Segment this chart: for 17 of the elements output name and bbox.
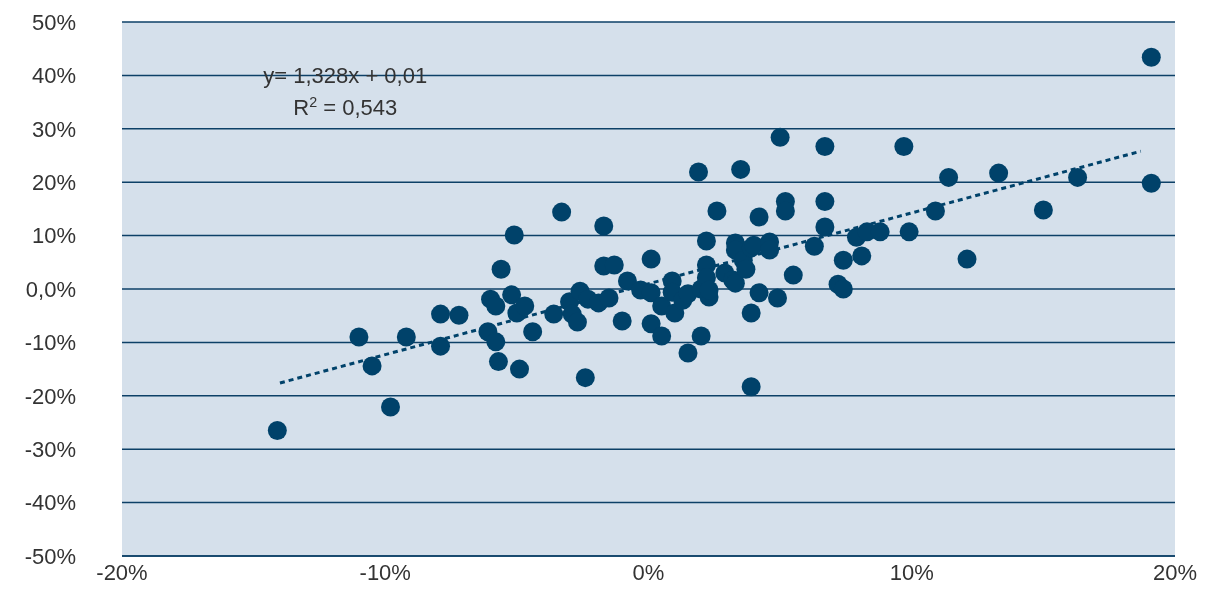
y-tick-label: 50% — [31, 9, 76, 35]
y-tick-label: -50% — [24, 543, 76, 569]
x-tick-label: 0% — [632, 559, 665, 585]
y-tick-label: 0,0% — [25, 276, 76, 302]
x-tick-label: 10% — [889, 559, 934, 585]
annotation: R$^{2}$ = 0,543 — [293, 94, 398, 121]
y-tick-label: 20% — [31, 170, 76, 196]
y-tick-label: -10% — [24, 330, 76, 356]
x-tick-label: 20% — [1152, 559, 1198, 585]
y-tick-label: 30% — [31, 116, 76, 142]
x-tick-label: -20% — [96, 559, 148, 585]
y-tick-label: -40% — [24, 490, 76, 516]
y-tick-label: 40% — [31, 63, 76, 89]
x-tick-label: -10% — [359, 559, 411, 585]
y-tick-label: -30% — [24, 437, 76, 463]
y-tick-label: -20% — [24, 383, 76, 409]
y-tick-label: 10% — [31, 223, 76, 249]
